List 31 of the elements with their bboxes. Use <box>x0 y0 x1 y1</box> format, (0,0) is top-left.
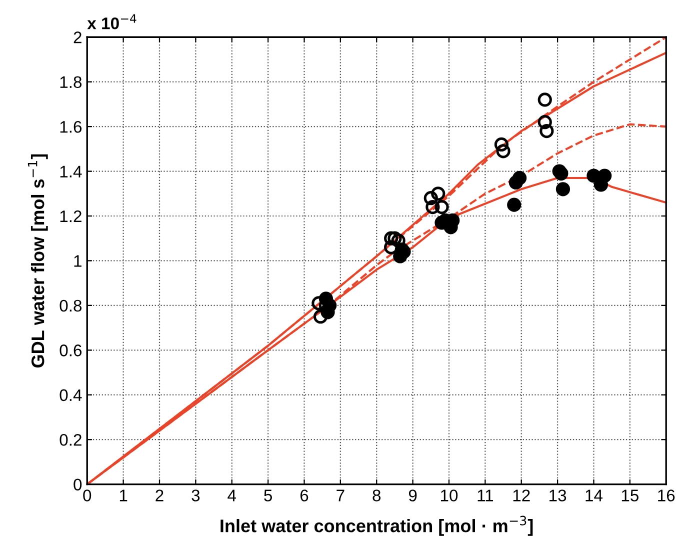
y-tick-label: 0 <box>74 478 82 491</box>
y-tick-label: 0.2 <box>60 434 82 446</box>
y-tick-label: 0.8 <box>60 300 82 312</box>
x-tick-label: 9 <box>408 490 417 502</box>
x-tick-label: 10 <box>440 490 458 502</box>
y-tick-label: 0.4 <box>60 389 82 402</box>
x-tick-label: 16 <box>658 490 675 502</box>
y-tick-label: 1 <box>74 255 82 267</box>
x-tick-label: 3 <box>192 490 200 502</box>
y-tick-label: 0.6 <box>60 344 82 356</box>
x-tick-label: 7 <box>336 490 344 502</box>
y-tick-label: 1.8 <box>60 76 82 88</box>
y-tick-label: 1.2 <box>60 210 82 222</box>
x-tick-label: 2 <box>156 490 164 502</box>
y-axis-title: GDL water flow [mol s$^{−1}$] <box>28 154 48 368</box>
x-tick-label: 11 <box>478 490 494 502</box>
x-tick-label: 8 <box>372 490 381 502</box>
x-tick-label: 0 <box>83 490 92 502</box>
y-tick-label: 1.6 <box>60 120 82 133</box>
x-tick-label: 13 <box>550 490 566 502</box>
x-axis-title: Inlet water concentration [mol · m$^{−3}$] <box>220 516 533 536</box>
x-tick-label: 5 <box>264 490 272 502</box>
x-tick-label: 1 <box>120 490 128 502</box>
x-tick-label: 12 <box>513 490 530 502</box>
x-tick-label: 15 <box>622 490 638 502</box>
y-tick-label: 2 <box>74 32 82 44</box>
x-tick-label: 4 <box>228 490 236 502</box>
text: x 10$^{−4}$ <box>87 14 136 30</box>
x-tick-label: 14 <box>586 490 603 502</box>
x-tick-label: 6 <box>300 490 308 502</box>
y-tick-label: 1.4 <box>60 166 82 178</box>
